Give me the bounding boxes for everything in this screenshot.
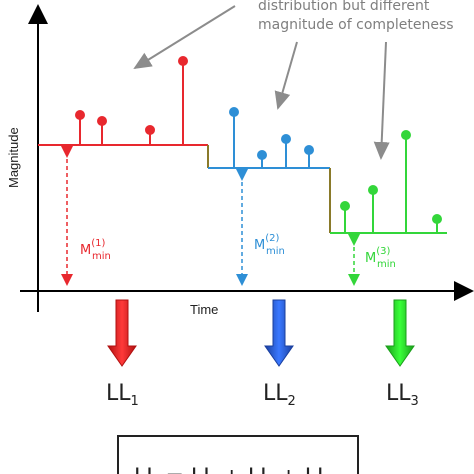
event-marker <box>340 201 350 211</box>
event-marker <box>368 185 378 195</box>
likelihood-label-3: LL3 <box>386 381 419 409</box>
events-period-3 <box>340 130 442 233</box>
period-arrow-3 <box>385 299 415 367</box>
likelihood-label-1: LL1 <box>106 381 139 409</box>
event-marker <box>432 214 442 224</box>
svg-text:M(3): M(3) <box>365 246 390 266</box>
mmin-label-3: M(3) min <box>365 246 396 270</box>
mmin-label-1: M(1) min <box>80 238 111 262</box>
y-axis-label: Magnitude <box>6 127 21 188</box>
annotation-arrow-1 <box>133 5 236 70</box>
svg-text:min: min <box>266 246 285 257</box>
events-period-1 <box>75 56 188 145</box>
event-marker <box>97 116 107 126</box>
likelihood-label-2: LL2 <box>263 381 296 409</box>
event-marker <box>304 145 314 155</box>
formula-text: LL = LL + LL + LL <box>134 465 330 474</box>
event-marker <box>75 110 85 120</box>
svg-text:M(1): M(1) <box>80 238 105 258</box>
annotation-arrow-2 <box>274 41 298 110</box>
x-axis-label: Time <box>190 302 218 317</box>
annotation-arrow-3 <box>373 41 390 160</box>
mmin-label-2: M(2) min <box>254 233 285 257</box>
svg-text:M(2): M(2) <box>254 233 279 253</box>
svg-text:min: min <box>377 259 396 270</box>
events-period-2 <box>229 107 314 168</box>
event-marker <box>401 130 411 140</box>
period-arrow-2 <box>264 299 294 367</box>
event-marker <box>145 125 155 135</box>
annotation-line-1: distribution but different <box>258 0 430 14</box>
annotation-line-2: magnitude of completeness <box>258 17 454 33</box>
event-marker <box>281 134 291 144</box>
period-arrow-1 <box>107 299 137 367</box>
formula-box <box>117 435 359 474</box>
svg-text:min: min <box>92 251 111 262</box>
event-marker <box>257 150 267 160</box>
event-marker <box>178 56 188 66</box>
event-marker <box>229 107 239 117</box>
